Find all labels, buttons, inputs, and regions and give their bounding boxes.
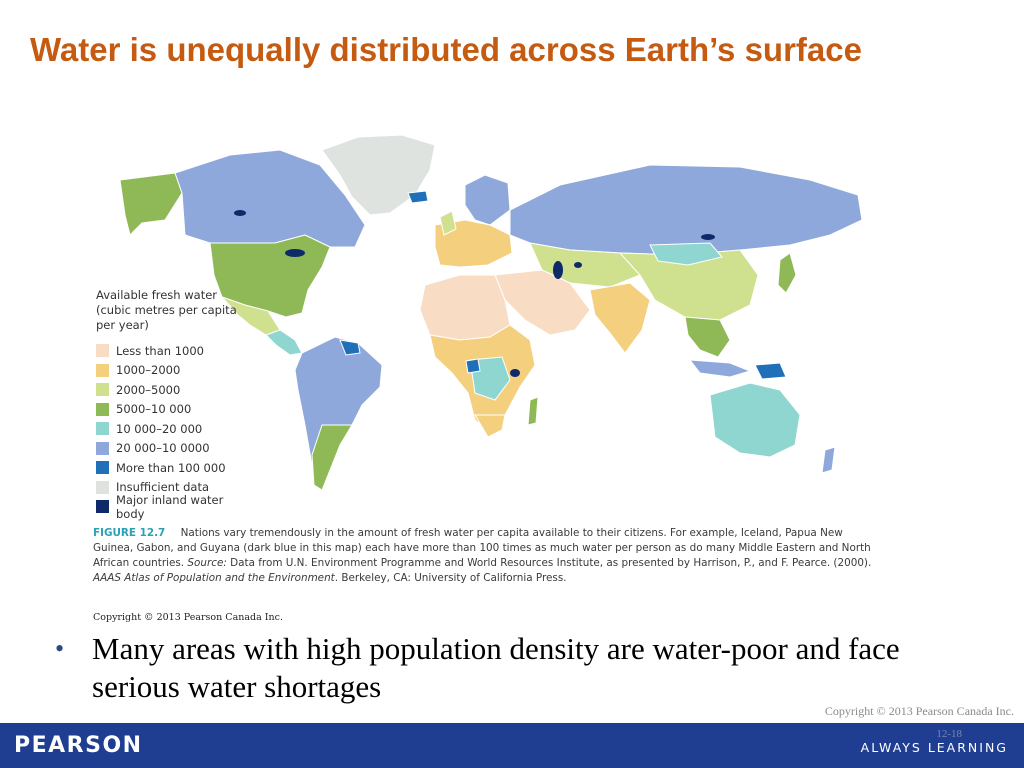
figure-caption: FIGURE 12.7 Nations vary tremendously in… bbox=[93, 526, 883, 586]
legend-item: 5000–10 000 bbox=[96, 400, 246, 420]
figure-copyright: Copyright © 2013 Pearson Canada Inc. bbox=[93, 612, 283, 623]
legend-swatch bbox=[96, 480, 109, 494]
map-legend: Available fresh water (cubic metres per … bbox=[96, 288, 246, 521]
pearson-logo: PEARSON bbox=[14, 733, 143, 758]
north-africa bbox=[419, 274, 511, 341]
lake-baikal bbox=[701, 234, 715, 240]
central-america bbox=[265, 329, 303, 356]
southern-africa bbox=[474, 414, 506, 438]
legend-item: 2000–5000 bbox=[96, 380, 246, 400]
caption-source-text: Data from U.N. Environment Programme and… bbox=[230, 557, 872, 569]
great-lakes bbox=[285, 249, 305, 257]
legend-title-line: (cubic metres per capita bbox=[96, 303, 237, 317]
madagascar bbox=[527, 396, 539, 426]
congo-basin bbox=[469, 356, 511, 401]
south-america bbox=[294, 336, 383, 492]
legend-title-line: Available fresh water bbox=[96, 288, 218, 302]
legend-title: Available fresh water (cubic metres per … bbox=[96, 288, 246, 333]
uk bbox=[439, 210, 457, 236]
legend-label: 10 000–20 000 bbox=[116, 421, 203, 436]
legend-item: Major inland water body bbox=[96, 493, 246, 521]
scandinavia bbox=[464, 174, 511, 226]
legend-label: 2000–5000 bbox=[116, 382, 181, 397]
legend-swatch bbox=[96, 500, 109, 514]
legend-item: Less than 1000 bbox=[96, 341, 246, 361]
bullet-text: Many areas with high population density … bbox=[92, 631, 900, 704]
caption-source-label: Source: bbox=[187, 557, 227, 569]
legend-label: Less than 1000 bbox=[116, 343, 204, 358]
southeast-asia bbox=[684, 316, 731, 358]
caption-publisher: . Berkeley, CA: University of California… bbox=[334, 572, 567, 584]
legend-title-line: per year) bbox=[96, 318, 149, 332]
papua-new-guinea bbox=[754, 362, 787, 380]
legend-item: More than 100 000 bbox=[96, 458, 246, 478]
footer-bar bbox=[0, 723, 1024, 768]
lake-victoria bbox=[510, 369, 520, 377]
india bbox=[589, 282, 651, 354]
alaska bbox=[119, 172, 183, 236]
caspian-sea bbox=[553, 261, 563, 279]
mongolia bbox=[649, 242, 723, 266]
legend-swatch bbox=[96, 363, 109, 377]
caption-text: Nations vary tremendously in the amount … bbox=[93, 527, 871, 569]
bullet-point: • Many areas with high population densit… bbox=[55, 630, 935, 706]
legend-swatch bbox=[96, 383, 109, 397]
legend-item: 1000–2000 bbox=[96, 361, 246, 381]
new-zealand bbox=[821, 446, 836, 474]
western-europe bbox=[434, 219, 513, 268]
iceland bbox=[407, 190, 429, 204]
argentina-chile bbox=[311, 424, 353, 491]
legend-item: 10 000–20 000 bbox=[96, 419, 246, 439]
middle-east bbox=[494, 269, 591, 336]
legend-swatch bbox=[96, 344, 109, 358]
aral-sea bbox=[574, 262, 582, 268]
legend-label: More than 100 000 bbox=[116, 460, 226, 475]
slide-title: Water is unequally distributed across Ea… bbox=[30, 31, 862, 68]
legend-item: 20 000–10 0000 bbox=[96, 439, 246, 459]
gabon bbox=[465, 358, 481, 374]
indonesia bbox=[688, 359, 752, 378]
legend-label: Major inland water body bbox=[116, 492, 224, 521]
hudson-lakes bbox=[234, 210, 246, 216]
world-water-map bbox=[90, 125, 880, 525]
legend-swatch bbox=[96, 402, 109, 416]
legend-label: 5000–10 000 bbox=[116, 402, 192, 417]
figure-label: FIGURE 12.7 bbox=[93, 527, 166, 539]
legend-item: Insufficient data bbox=[96, 478, 246, 498]
russia bbox=[509, 164, 863, 256]
caption-atlas-title: AAAS Atlas of Population and the Environ… bbox=[93, 572, 335, 584]
legend-label: 1000–2000 bbox=[116, 363, 181, 378]
legend-label: 20 000–10 0000 bbox=[116, 441, 210, 456]
australia bbox=[709, 382, 801, 458]
legend-swatch bbox=[96, 422, 109, 436]
footer-tagline: ALWAYS LEARNING bbox=[860, 740, 1008, 755]
legend-label: Insufficient data bbox=[116, 480, 210, 495]
bullet-icon: • bbox=[55, 634, 65, 663]
slide-copyright: Copyright © 2013 Pearson Canada Inc. bbox=[824, 704, 1014, 718]
guyana bbox=[339, 339, 361, 356]
world-map-graphic bbox=[119, 134, 863, 492]
japan bbox=[777, 252, 797, 294]
legend-swatch bbox=[96, 461, 109, 475]
slide-number: 12-18 bbox=[936, 728, 962, 740]
legend-swatch bbox=[96, 441, 109, 455]
